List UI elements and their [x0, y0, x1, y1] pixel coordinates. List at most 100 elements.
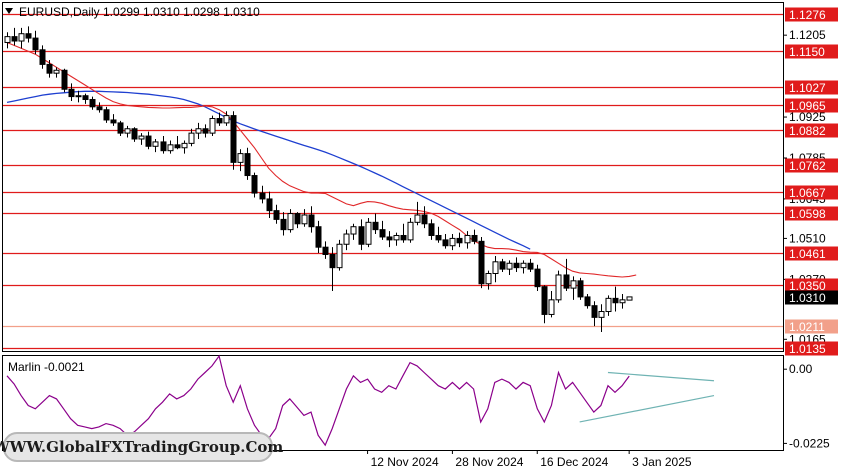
price-tick-label: 1.1205 [789, 28, 826, 42]
marlin-line [6, 354, 630, 447]
candle [534, 264, 541, 292]
candle-body [414, 214, 421, 223]
indicator-tick-label: 0.00 [789, 362, 813, 376]
level-label-box [785, 246, 838, 261]
candle-body [400, 234, 407, 241]
candle-body [230, 115, 237, 163]
candle-body [82, 95, 89, 101]
candle-body [626, 296, 633, 301]
candle-body [96, 106, 103, 111]
candle-body [223, 115, 230, 124]
candle-body [53, 69, 60, 74]
candle [237, 149, 244, 172]
last-price-box [785, 290, 838, 305]
candle [520, 260, 527, 274]
fast-ma-line [6, 41, 637, 278]
candle [32, 30, 39, 55]
candle [393, 232, 400, 246]
candle-body [598, 311, 605, 318]
candle-body [513, 262, 520, 269]
candle [223, 111, 230, 126]
candle [492, 255, 499, 283]
candle [266, 191, 273, 218]
candle [428, 219, 435, 240]
candle-body [584, 296, 591, 307]
level-label: 1.0598 [789, 207, 826, 221]
candle [499, 258, 506, 273]
candle [315, 220, 322, 254]
candle [379, 220, 386, 240]
candle [336, 239, 343, 271]
candle-body [4, 36, 11, 43]
candle [407, 217, 414, 243]
candle-body [343, 233, 350, 245]
candle [181, 140, 188, 154]
candle [591, 301, 598, 327]
level-label: 1.1150 [789, 45, 825, 59]
candle [386, 231, 393, 248]
candle-body [46, 63, 53, 74]
candle [209, 115, 216, 137]
candle [563, 258, 570, 292]
candle-body [301, 214, 308, 225]
candle [174, 136, 181, 150]
marlin-line-path [6, 354, 630, 447]
level-label: 1.1276 [789, 8, 826, 22]
indicator-axis: 0.00 -0.0225 [783, 362, 830, 450]
candle-body [273, 210, 280, 220]
candle-body [520, 262, 527, 269]
level-label-box [785, 123, 838, 138]
candle [513, 257, 520, 273]
indicator-pane-border [2, 355, 784, 451]
candle-body [152, 141, 159, 147]
candle [280, 212, 287, 236]
candle-body [605, 297, 612, 313]
level-label: 1.0461 [789, 247, 826, 261]
candle [626, 296, 633, 301]
candle-body [266, 198, 273, 212]
level-label-box [785, 80, 838, 95]
candle-body [39, 49, 46, 65]
price-tick-label: 1.0925 [789, 110, 826, 124]
candle-body [471, 234, 478, 242]
candle [358, 219, 365, 251]
candle-body [167, 144, 174, 152]
candle [11, 27, 18, 46]
trendlines [579, 371, 715, 423]
candle [110, 114, 117, 126]
candle-body [612, 297, 619, 304]
candle [103, 106, 110, 123]
level-label-box [785, 206, 838, 221]
candle [53, 67, 60, 78]
candle-body [244, 153, 251, 177]
candle [138, 133, 145, 145]
trendline [579, 394, 715, 423]
candle [322, 241, 329, 259]
candle [89, 96, 96, 110]
level-label: 1.0667 [789, 186, 826, 200]
candle [145, 131, 152, 150]
candle-body [619, 299, 626, 304]
candle-body [145, 135, 152, 147]
candle-body [11, 36, 18, 42]
candle-body [350, 226, 357, 235]
candle-body [237, 153, 244, 163]
candle [577, 277, 584, 300]
candle [230, 111, 237, 170]
candle-body [499, 261, 506, 270]
candle [584, 293, 591, 309]
candle-body [336, 243, 343, 269]
candle [435, 226, 442, 243]
collapse-triangle-icon[interactable] [5, 8, 13, 14]
time-tick-label: 3 Jan 2025 [632, 455, 692, 469]
candle [82, 93, 89, 104]
candle-body [506, 262, 513, 270]
candle-body [103, 109, 110, 121]
candle [216, 112, 223, 126]
candle [124, 125, 131, 138]
candle-body [435, 234, 442, 241]
candle-body [124, 128, 131, 134]
level-label-box [785, 319, 838, 334]
candle [506, 260, 513, 275]
